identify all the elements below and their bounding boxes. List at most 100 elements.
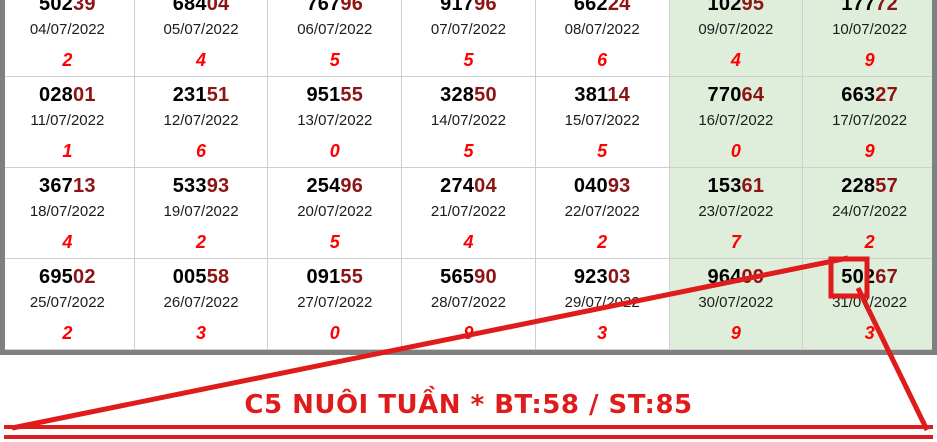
- result-number: 53393: [173, 174, 230, 198]
- result-cell[interactable]: 56590 28/07/2022 9: [401, 258, 536, 350]
- result-cell[interactable]: 91796 07/07/2022 5: [401, 0, 536, 77]
- table-row: 36713 18/07/2022 4 53393 19/07/2022 2 25496 20/…: [0, 167, 937, 259]
- result-cell[interactable]: 00558 26/07/2022 3: [133, 258, 269, 350]
- result-cell[interactable]: 53393 19/07/2022 2: [133, 167, 269, 259]
- table-row: 69502 25/07/2022 2 00558 26/07/2022 3 09155 27/…: [0, 258, 937, 350]
- result-number-tail: 27: [875, 84, 898, 106]
- result-number: 17772: [841, 0, 898, 16]
- result-cell[interactable]: 32850 14/07/2022 5: [401, 76, 536, 168]
- result-number: 10295: [708, 0, 765, 16]
- result-number-tail: 04: [206, 0, 230, 15]
- result-cell[interactable]: 76796 06/07/2022 5: [267, 0, 403, 77]
- result-tag: 5: [329, 50, 340, 70]
- result-cell[interactable]: 15361 23/07/2022 7: [668, 167, 804, 259]
- result-cell[interactable]: 77064 16/07/2022 0: [668, 76, 804, 168]
- result-cell-inner: 23151 12/07/2022 6: [135, 77, 268, 167]
- result-number: 56590: [440, 265, 497, 289]
- result-number-head: 684: [172, 0, 207, 15]
- result-number-head: 695: [39, 266, 74, 288]
- result-number-head: 663: [841, 84, 876, 106]
- result-cell[interactable]: 66224 08/07/2022 6: [534, 0, 670, 77]
- result-cell[interactable]: 23151 12/07/2022 6: [133, 76, 269, 168]
- result-number: 04093: [574, 174, 631, 198]
- result-cell[interactable]: 69502 25/07/2022 2: [0, 258, 135, 350]
- result-date: 19/07/2022: [163, 203, 239, 220]
- result-tag: 9: [463, 323, 474, 343]
- result-tag: 2: [864, 232, 875, 252]
- result-date: 15/07/2022: [564, 112, 640, 129]
- result-cell[interactable]: 17772 10/07/2022 9: [802, 0, 937, 77]
- result-cell[interactable]: 02801 11/07/2022 1: [0, 76, 135, 168]
- result-cell-inner: 22857 24/07/2022 2: [803, 168, 936, 258]
- result-cell-inner: 68404 05/07/2022 4: [135, 0, 268, 76]
- result-tag: 9: [864, 141, 875, 161]
- result-number-tail: 13: [73, 175, 96, 197]
- result-number-head: 964: [707, 266, 742, 288]
- result-tag: 4: [196, 50, 207, 70]
- result-cell[interactable]: 27404 21/07/2022 4: [401, 167, 536, 259]
- result-cell-inner: 66224 08/07/2022 6: [536, 0, 669, 76]
- result-tag: 3: [196, 323, 207, 343]
- result-cell-inner: 53393 19/07/2022 2: [135, 168, 268, 258]
- result-cell[interactable]: 22857 24/07/2022 2: [802, 167, 937, 259]
- result-date: 27/07/2022: [297, 294, 373, 311]
- result-cell[interactable]: 36713 18/07/2022 4: [0, 167, 135, 259]
- result-cell[interactable]: 50267 31/07/2022 3: [802, 258, 937, 350]
- result-cell[interactable]: 95155 13/07/2022 0: [267, 76, 403, 168]
- result-cell[interactable]: 38114 15/07/2022 5: [534, 76, 670, 168]
- result-cell[interactable]: 10295 09/07/2022 4: [668, 0, 804, 77]
- result-tag: 2: [196, 232, 207, 252]
- result-tag: 7: [730, 232, 741, 252]
- result-date: 30/07/2022: [698, 294, 774, 311]
- result-number-tail: 04: [474, 175, 497, 197]
- result-cell-inner: 09155 27/07/2022 0: [268, 259, 401, 349]
- result-number-head: 951: [306, 84, 341, 106]
- result-cell-inner: 32850 14/07/2022 5: [402, 77, 535, 167]
- result-number-head: 502: [841, 266, 876, 288]
- result-cell-inner: 96409 30/07/2022 9: [670, 259, 803, 349]
- result-number-tail: 02: [73, 266, 96, 288]
- result-number: 68404: [173, 0, 230, 16]
- result-number-tail: 67: [875, 266, 898, 288]
- result-date: 07/07/2022: [430, 21, 506, 38]
- result-number-tail: 93: [607, 175, 631, 197]
- result-number-tail: 96: [340, 0, 364, 15]
- result-date: 14/07/2022: [430, 112, 506, 129]
- result-cell-inner: 02801 11/07/2022 1: [1, 77, 134, 167]
- result-number-tail: 09: [741, 266, 765, 288]
- result-cell-inner: 76796 06/07/2022 5: [268, 0, 401, 76]
- result-cell[interactable]: 04093 22/07/2022 2: [534, 167, 670, 259]
- result-number: 69502: [39, 265, 96, 289]
- result-number-head: 381: [574, 84, 608, 106]
- result-cell[interactable]: 09155 27/07/2022 0: [267, 258, 403, 350]
- result-tag: 2: [597, 232, 608, 252]
- result-number: 22857: [841, 174, 898, 198]
- result-tag: 3: [597, 323, 608, 343]
- result-cell[interactable]: 92303 29/07/2022 3: [534, 258, 670, 350]
- result-date: 22/07/2022: [564, 203, 640, 220]
- result-number-head: 767: [306, 0, 341, 15]
- result-cell[interactable]: 50239 04/07/2022 2: [0, 0, 135, 77]
- result-number-tail: 64: [741, 84, 765, 106]
- result-number-tail: 55: [340, 84, 364, 106]
- result-number-head: 502: [39, 0, 74, 15]
- lottery-results-table: 50239 04/07/2022 2 68404 05/07/2022 4 76796 06/…: [0, 0, 937, 350]
- result-date: 04/07/2022: [29, 21, 105, 38]
- result-number: 00558: [173, 265, 230, 289]
- result-tag: 4: [62, 232, 73, 252]
- result-number: 96409: [708, 265, 765, 289]
- result-cell[interactable]: 25496 20/07/2022 5: [267, 167, 403, 259]
- result-cell[interactable]: 66327 17/07/2022 9: [802, 76, 937, 168]
- result-cell[interactable]: 96409 30/07/2022 9: [668, 258, 804, 350]
- result-cell[interactable]: 68404 05/07/2022 4: [133, 0, 269, 77]
- result-number-head: 367: [39, 175, 74, 197]
- result-tag: 4: [463, 232, 474, 252]
- result-number: 77064: [708, 83, 765, 107]
- result-number-tail: 55: [340, 266, 364, 288]
- result-cell-inner: 10295 09/07/2022 4: [670, 0, 803, 76]
- result-number-head: 770: [707, 84, 742, 106]
- result-tag: 2: [62, 50, 73, 70]
- result-number: 95155: [306, 83, 363, 107]
- result-number-tail: 58: [206, 266, 230, 288]
- result-tag: 9: [864, 50, 875, 70]
